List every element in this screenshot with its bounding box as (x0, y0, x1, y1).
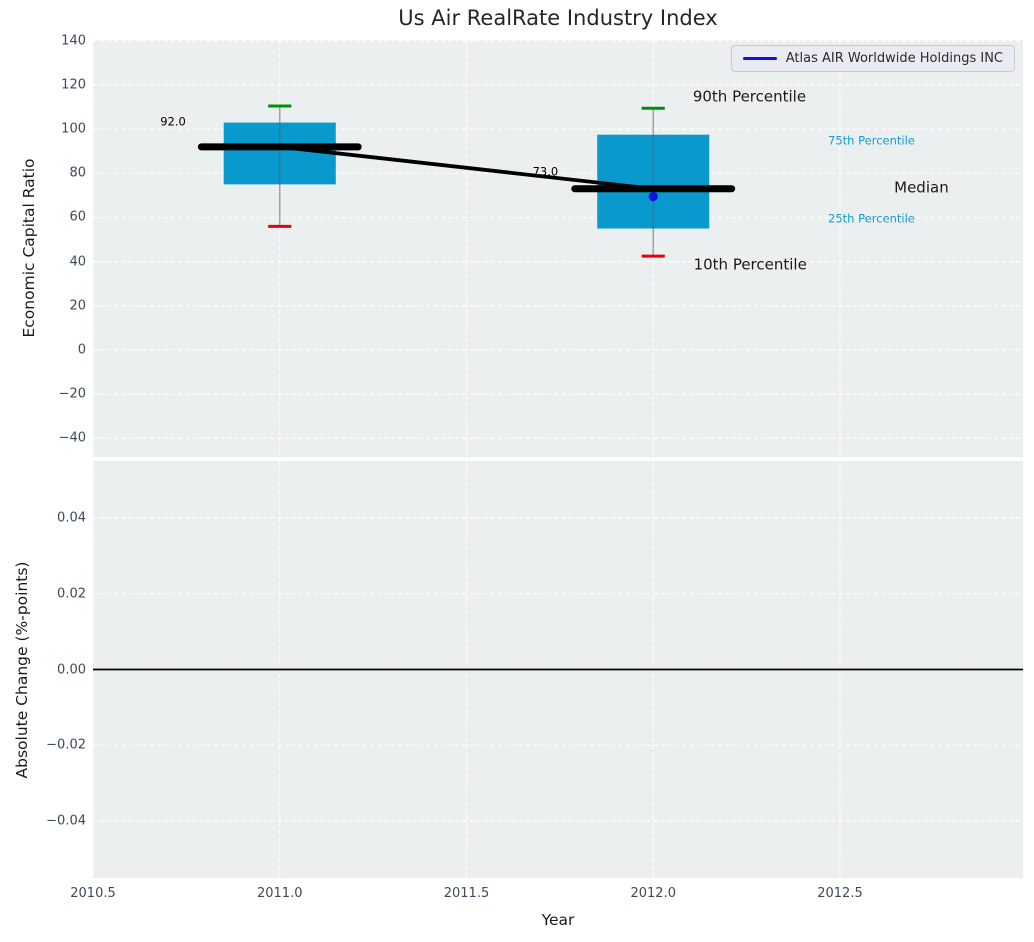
x-tick-label: 2012.5 (817, 886, 863, 901)
annotation-10th-percentile: 10th Percentile (693, 255, 807, 274)
y-tick-label: 120 (61, 77, 86, 93)
y-tick-label: 40 (69, 254, 86, 270)
x-tick-label: 2011.0 (256, 886, 303, 901)
legend-line-sample (742, 57, 777, 60)
y-tick-label: 0.00 (57, 662, 86, 677)
annotation-92-0: 92.0 (160, 114, 186, 129)
y-tick-label: −0.04 (46, 813, 86, 829)
x-tick-label: 2012.0 (630, 886, 676, 901)
annotation-75th-percentile: 75th Percentile (828, 133, 915, 148)
y-tick-label: −0.02 (46, 737, 86, 753)
legend-label: Atlas AIR Worldwide Holdings INC (785, 51, 1003, 66)
bottom-plot-area (93, 461, 1023, 878)
x-axis-label: Year (541, 911, 575, 929)
y-tick-label: 60 (69, 209, 86, 225)
x-tick-label: 2011.5 (443, 886, 490, 901)
legend: Atlas AIR Worldwide Holdings INC (730, 45, 1015, 72)
company-point (648, 191, 658, 202)
top-plot-area (93, 40, 1023, 457)
y-tick-label: 0.02 (57, 586, 86, 602)
y-tick-label: −20 (58, 386, 86, 402)
median-trend-line (279, 144, 654, 191)
annotation-25th-percentile: 25th Percentile (828, 211, 915, 226)
y-tick-label: 20 (69, 298, 86, 314)
y-tick-label: 100 (61, 121, 86, 137)
annotation-median: Median (894, 178, 949, 197)
annotation-90th-percentile: 90th Percentile (692, 87, 807, 106)
y-tick-label: 0 (77, 342, 86, 358)
plot-canvas (93, 40, 1023, 457)
y-tick-label: −40 (58, 430, 86, 446)
x-tick-label: 2010.5 (70, 886, 116, 901)
y-tick-label: 80 (69, 165, 86, 181)
plot-canvas (93, 461, 1023, 878)
y-tick-label: 0.04 (57, 510, 86, 526)
y-tick-label: 140 (61, 33, 86, 49)
annotation-73-0: 73.0 (532, 164, 559, 179)
chart-title: Us Air RealRate Industry Index (398, 6, 718, 30)
